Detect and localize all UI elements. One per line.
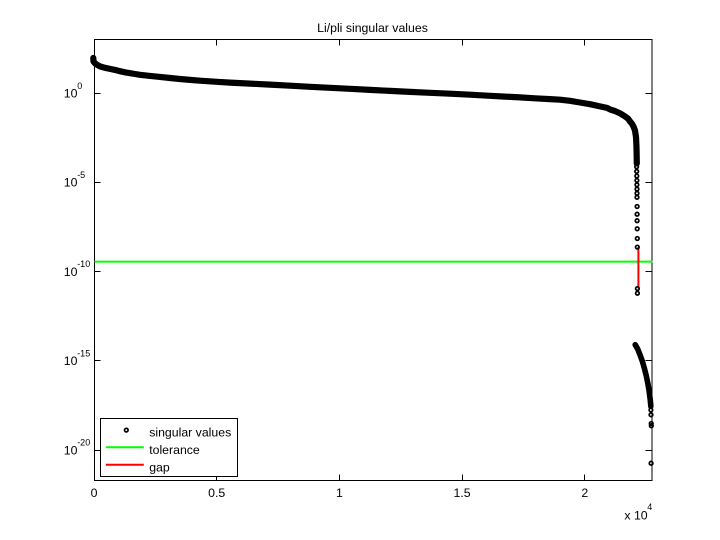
svg-text:4: 4 bbox=[647, 502, 652, 512]
svg-text:gap: gap bbox=[149, 461, 170, 475]
svg-text:-10: -10 bbox=[77, 259, 90, 269]
svg-text:0: 0 bbox=[91, 486, 98, 500]
svg-text:1: 1 bbox=[336, 486, 343, 500]
svg-text:10: 10 bbox=[64, 354, 78, 368]
svg-text:2: 2 bbox=[581, 486, 588, 500]
svg-text:Li/pli singular values: Li/pli singular values bbox=[317, 21, 428, 35]
svg-text:0: 0 bbox=[77, 81, 82, 91]
svg-text:10: 10 bbox=[64, 176, 78, 190]
svg-text:10: 10 bbox=[64, 87, 78, 101]
svg-text:singular values: singular values bbox=[149, 426, 231, 440]
svg-text:10: 10 bbox=[64, 443, 78, 457]
svg-text:1.5: 1.5 bbox=[454, 486, 471, 500]
svg-text:-20: -20 bbox=[77, 438, 90, 448]
svg-text:-15: -15 bbox=[77, 348, 90, 358]
svg-text:tolerance: tolerance bbox=[149, 443, 200, 457]
svg-text:x 10: x 10 bbox=[624, 509, 647, 523]
svg-text:0.5: 0.5 bbox=[208, 486, 225, 500]
svg-text:10: 10 bbox=[64, 265, 78, 279]
svg-text:-5: -5 bbox=[77, 170, 85, 180]
